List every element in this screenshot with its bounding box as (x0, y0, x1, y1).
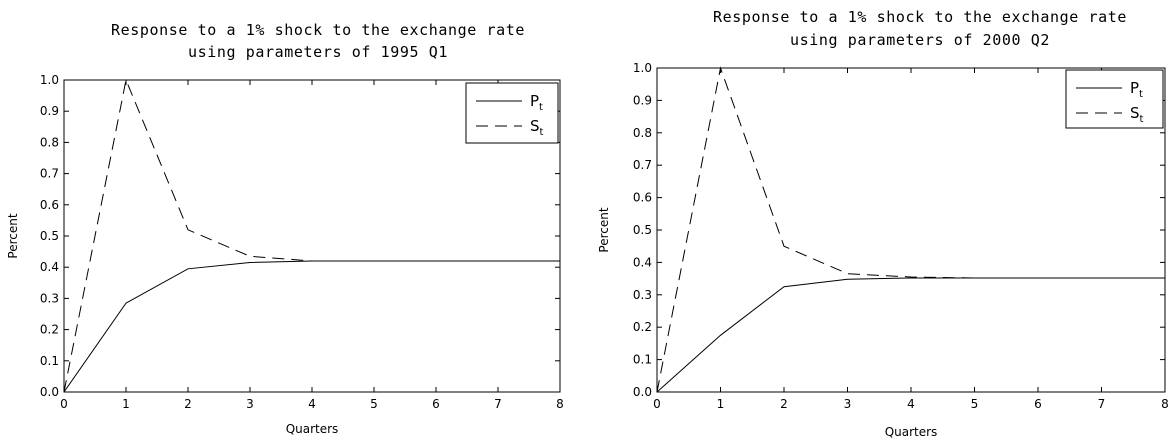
x-axis-label: Quarters (885, 425, 938, 439)
y-tick-label: 0.0 (633, 385, 652, 399)
y-axis-label: Percent (6, 213, 20, 258)
y-tick-label: 0.1 (40, 354, 59, 368)
x-tick-label: 4 (907, 397, 915, 411)
x-tick-label: 5 (370, 397, 378, 411)
x-tick-label: 0 (60, 397, 68, 411)
chart-title: Response to a 1% shock to the exchange r… (713, 8, 1127, 26)
y-tick-label: 0.1 (633, 353, 652, 367)
chart-subtitle: using parameters of 2000 Q2 (790, 31, 1050, 49)
y-tick-label: 0.6 (633, 191, 652, 205)
chart-1: Response to a 1% shock to the exchange r… (6, 21, 564, 436)
x-tick-label: 1 (717, 397, 725, 411)
x-tick-label: 3 (246, 397, 254, 411)
y-tick-label: 0.5 (40, 229, 59, 243)
legend-label: Pt (1130, 79, 1143, 100)
y-tick-label: 0.5 (633, 223, 652, 237)
y-tick-label: 0.7 (40, 167, 59, 181)
y-tick-label: 0.6 (40, 198, 59, 212)
y-tick-label: 0.7 (633, 158, 652, 172)
x-tick-label: 2 (184, 397, 192, 411)
chart-2: Response to a 1% shock to the exchange r… (597, 8, 1169, 439)
x-tick-label: 3 (844, 397, 852, 411)
series-line-st (656, 66, 1165, 393)
y-tick-label: 1.0 (633, 61, 652, 75)
chart-subtitle: using parameters of 1995 Q1 (188, 43, 448, 61)
chart-title: Response to a 1% shock to the exchange r… (111, 21, 525, 39)
y-tick-label: 0.4 (633, 255, 652, 269)
y-tick-label: 0.0 (40, 385, 59, 399)
y-tick-label: 0.3 (40, 291, 59, 305)
series-line-pt (63, 260, 560, 393)
y-tick-label: 0.2 (633, 320, 652, 334)
y-tick-label: 0.8 (633, 126, 652, 140)
x-tick-label: 1 (122, 397, 130, 411)
x-tick-label: 7 (494, 397, 502, 411)
y-tick-label: 0.2 (40, 323, 59, 337)
legend-label: St (1130, 104, 1144, 125)
y-tick-label: 1.0 (40, 73, 59, 87)
x-tick-label: 7 (1098, 397, 1106, 411)
y-tick-label: 0.4 (40, 260, 59, 274)
series-line-pt (656, 277, 1165, 393)
legend-box (1065, 69, 1164, 129)
legend: Pt St (465, 82, 559, 144)
x-tick-label: 2 (780, 397, 788, 411)
x-tick-label: 0 (653, 397, 661, 411)
series-line-st (63, 78, 560, 393)
x-tick-label: 6 (432, 397, 440, 411)
x-tick-label: 5 (971, 397, 979, 411)
y-tick-label: 0.3 (633, 288, 652, 302)
x-tick-label: 6 (1034, 397, 1042, 411)
y-axis-label: Percent (597, 207, 611, 252)
y-tick-label: 0.8 (40, 135, 59, 149)
legend-box (465, 82, 559, 144)
legend-label: Pt (530, 92, 543, 113)
x-tick-label: 8 (1161, 397, 1169, 411)
x-tick-label: 8 (556, 397, 564, 411)
legend: Pt St (1065, 69, 1164, 129)
legend-label: St (530, 117, 544, 138)
y-tick-label: 0.9 (633, 93, 652, 107)
x-axis-label: Quarters (286, 422, 339, 436)
y-tick-label: 0.9 (40, 104, 59, 118)
x-tick-label: 4 (308, 397, 316, 411)
